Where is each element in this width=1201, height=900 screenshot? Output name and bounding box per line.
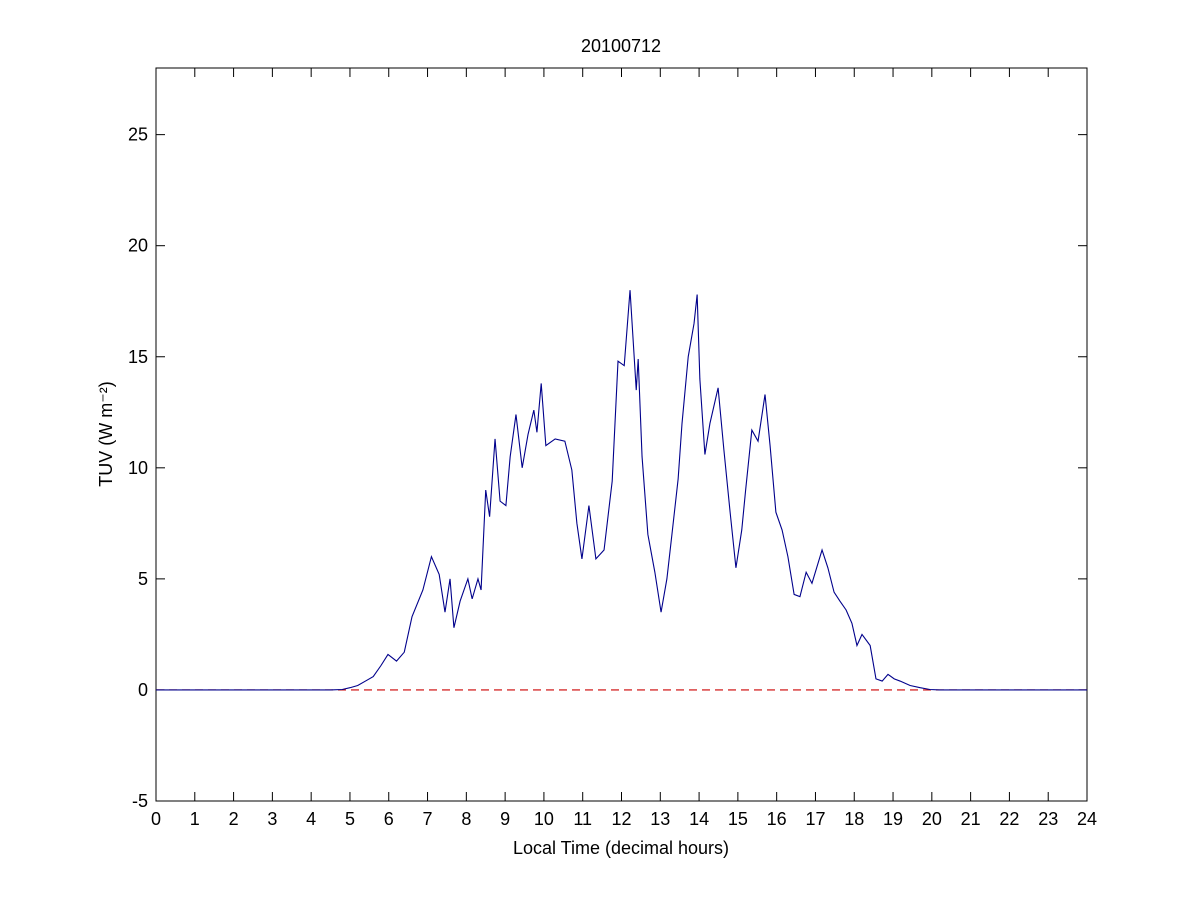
y-tick-label: 20 [128,236,148,256]
x-tick-label: 17 [805,809,825,829]
x-tick-label: 2 [229,809,239,829]
chart-title: 20100712 [581,36,661,56]
y-tick-label: 15 [128,347,148,367]
x-tick-label: 15 [728,809,748,829]
y-tick-label: 5 [138,569,148,589]
y-axis-label: TUV (W m⁻²) [96,381,116,486]
x-tick-label: 18 [844,809,864,829]
x-tick-label: 13 [650,809,670,829]
x-tick-label: 7 [423,809,433,829]
x-tick-label: 10 [534,809,554,829]
y-tick-label: 10 [128,458,148,478]
x-tick-label: 21 [961,809,981,829]
x-tick-label: 20 [922,809,942,829]
x-tick-label: 24 [1077,809,1097,829]
y-tick-label: 0 [138,680,148,700]
x-tick-label: 5 [345,809,355,829]
x-tick-label: 22 [999,809,1019,829]
x-axis-label: Local Time (decimal hours) [513,838,729,858]
plot-area [155,67,1088,802]
x-tick-label: 14 [689,809,709,829]
data-line [156,290,1087,691]
x-tick-label: 3 [267,809,277,829]
x-tick-label: 1 [190,809,200,829]
x-tick-label: 0 [151,809,161,829]
x-tick-label: 11 [573,809,592,829]
x-tick-label: 4 [306,809,316,829]
x-tick-label: 23 [1038,809,1058,829]
x-tick-label: 6 [384,809,394,829]
x-tick-label: 9 [500,809,510,829]
y-tick-label: 25 [128,125,148,145]
x-tick-label: 12 [611,809,631,829]
x-tick-label: 16 [767,809,787,829]
x-tick-label: 19 [883,809,903,829]
y-tick-label: -5 [132,791,148,811]
x-tick-label: 8 [461,809,471,829]
